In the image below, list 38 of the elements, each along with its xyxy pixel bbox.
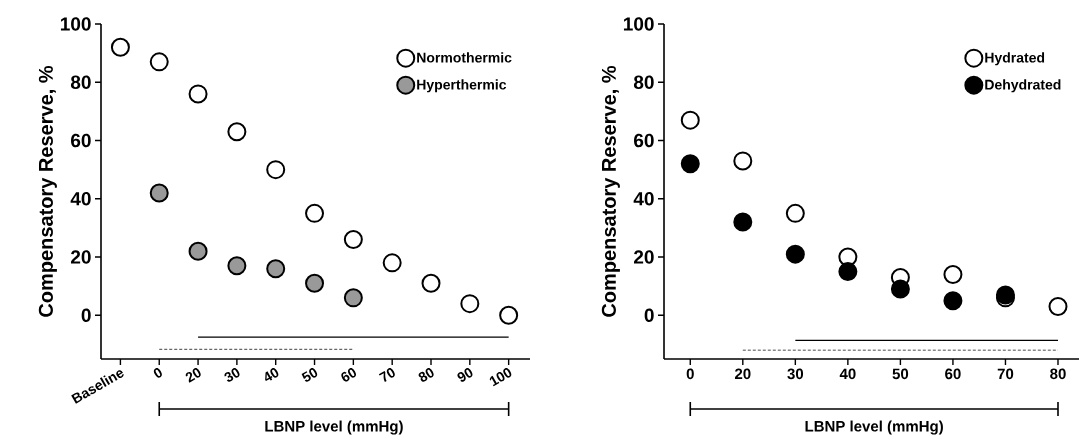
x-tick-label: 40: [265, 368, 279, 382]
y-axis-title: Compensatory Reserve, %: [38, 65, 57, 317]
x-tick-label: 20: [185, 368, 201, 383]
y-tick-label: 40: [633, 192, 654, 206]
x-tick-label: 60: [341, 368, 357, 382]
x-tick-label: 0: [153, 368, 162, 378]
legend-label: Hyperthermic: [417, 79, 507, 93]
y-tick-label: 80: [633, 75, 654, 89]
y-tick-label: 100: [623, 17, 654, 31]
y-tick-label: 20: [70, 250, 91, 264]
x-tick-label: 50: [301, 368, 318, 382]
y-tick-label: 60: [71, 133, 91, 148]
x-tick-label: 20: [734, 368, 751, 380]
x-tick-label: 90: [457, 368, 473, 382]
y-tick-label: 20: [634, 250, 654, 264]
y-tick-label: 40: [70, 192, 91, 206]
y-tick-label: 0: [644, 308, 654, 323]
y-axis-title: Compensatory Reserve, %: [601, 65, 620, 317]
x-tick-label: 80: [1050, 368, 1066, 380]
x-tick-label: 60: [945, 368, 961, 380]
x-axis-title: LBNP level (mmHg): [805, 420, 943, 435]
x-tick-label: 70: [997, 368, 1014, 380]
x-tick-label: 50: [892, 368, 909, 380]
x-tick-label: 0: [686, 368, 694, 380]
y-tick-label: 60: [634, 133, 654, 148]
legend-label: Hydrated: [985, 52, 1045, 66]
legend-label: Dehydrated: [985, 79, 1061, 93]
x-tick-label: 40: [839, 368, 856, 380]
y-tick-label: 0: [81, 308, 91, 323]
x-axis-title: LBNP level (mmHg): [265, 420, 403, 435]
x-tick-label: 30: [787, 368, 804, 380]
y-tick-label: 100: [60, 17, 91, 31]
x-tick-label: 30: [224, 368, 240, 382]
y-tick-label: 80: [70, 75, 91, 89]
x-tick-label: 70: [378, 368, 395, 382]
x-tick-label: 100: [489, 368, 512, 387]
legend-label: Normothermic: [417, 52, 512, 63]
x-tick-label: 80: [418, 368, 434, 382]
